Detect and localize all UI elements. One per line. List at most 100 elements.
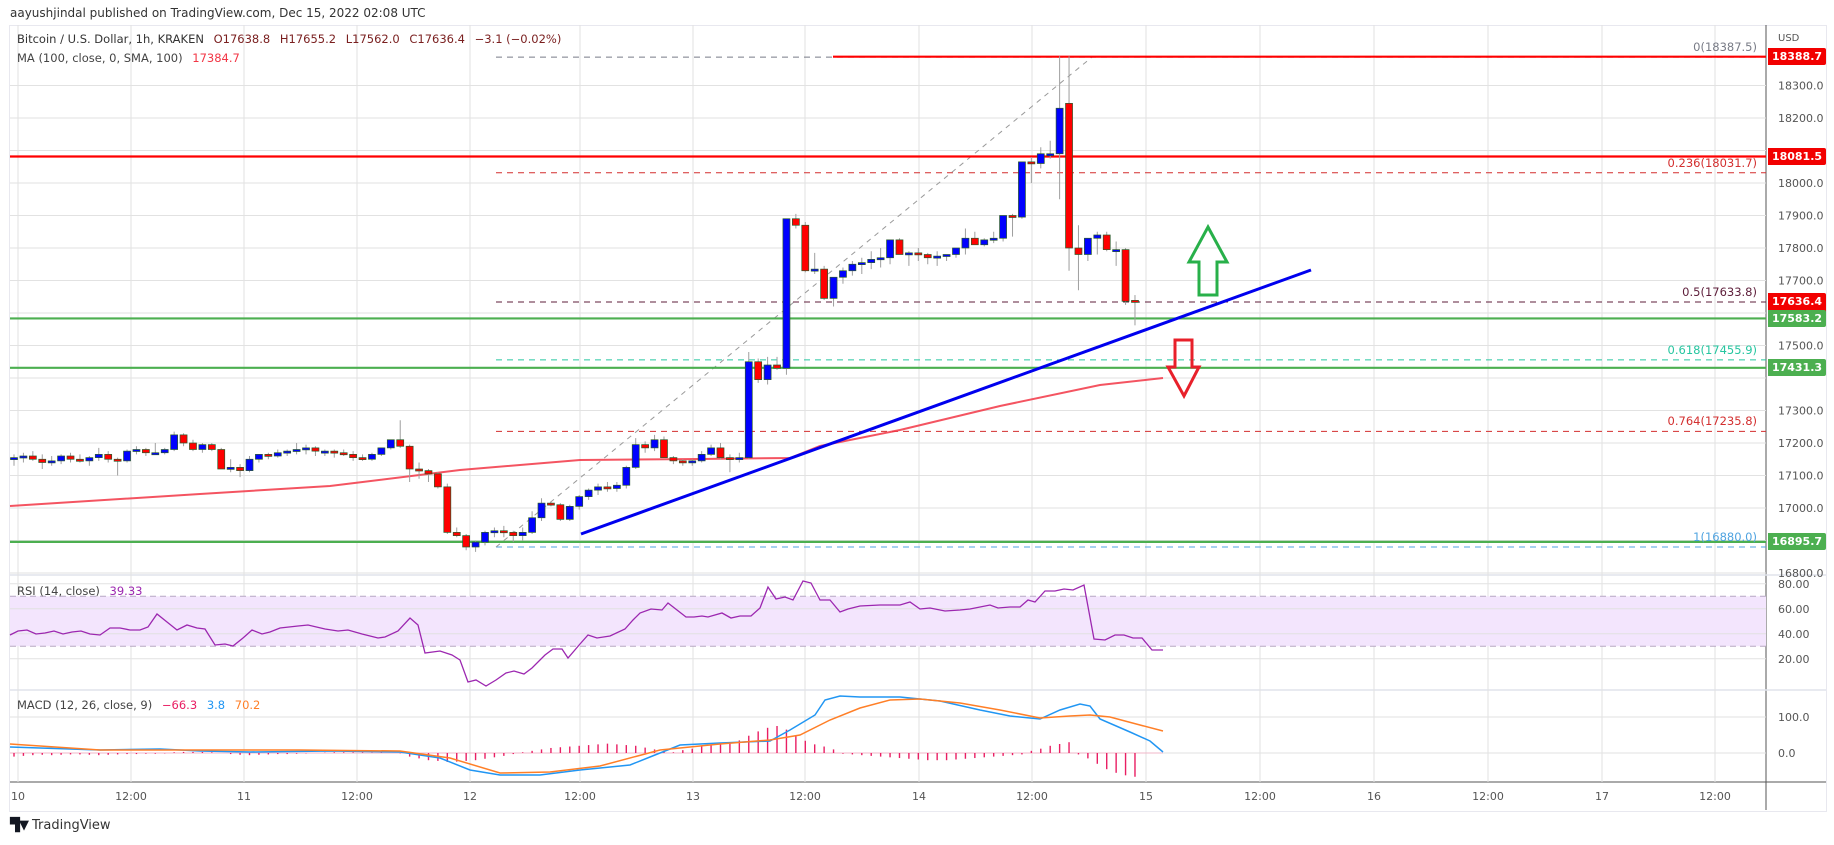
- candle-down: [716, 447, 725, 458]
- price-axis-label: 17200.0: [1778, 437, 1824, 450]
- candle-down: [1008, 215, 1017, 218]
- time-axis-label: 12:00: [341, 790, 373, 803]
- ohlc-high: H17655.2: [279, 32, 337, 46]
- candle-down: [38, 458, 47, 463]
- candle-down: [443, 486, 452, 533]
- macd-line: [9, 695, 1164, 776]
- candle-down: [914, 252, 923, 256]
- candle-up: [528, 517, 536, 533]
- candle-down: [339, 452, 348, 456]
- macd-signal-line: [9, 698, 1164, 774]
- down-arrow-icon: [1165, 338, 1202, 400]
- candle-down: [189, 442, 197, 450]
- candle-up: [999, 215, 1007, 239]
- candle-down: [66, 455, 75, 460]
- candle-down: [641, 444, 649, 449]
- candle-up: [132, 449, 141, 452]
- candle-up: [707, 447, 715, 455]
- candle-up: [763, 364, 772, 380]
- candle-up: [933, 255, 942, 259]
- candle-up: [688, 460, 697, 464]
- candle-up: [170, 434, 178, 450]
- footer[interactable]: ▜▼ TradingView: [10, 818, 111, 833]
- symbol-legend: Bitcoin / U.S. Dollar, 1h, KRAKEN O17638…: [17, 32, 567, 46]
- candle-down: [754, 361, 763, 380]
- candle-up: [613, 484, 621, 489]
- price-axis-label: 17100.0: [1778, 470, 1824, 483]
- candle-down: [1121, 249, 1130, 302]
- candle-down: [104, 454, 113, 460]
- rsi-label[interactable]: RSI (14, close): [17, 584, 100, 598]
- candle-up: [10, 457, 18, 460]
- symbol-name[interactable]: Bitcoin / U.S. Dollar, 1h, KRAKEN: [17, 32, 204, 46]
- time-axis-label: 12:00: [1244, 790, 1276, 803]
- candle-up: [1046, 153, 1055, 157]
- macd-hist-value: −66.3: [161, 698, 198, 712]
- candle-up: [123, 450, 131, 462]
- candle-up: [867, 259, 876, 263]
- macd-label[interactable]: MACD (12, 26, close, 9): [17, 698, 153, 712]
- candle-up: [57, 455, 65, 462]
- candle-up: [650, 439, 659, 449]
- candle-up: [961, 237, 970, 249]
- candle-up: [584, 489, 593, 497]
- rsi-line: [9, 580, 1163, 687]
- candle-up: [94, 454, 103, 458]
- price-axis-label: 16800.0: [1778, 567, 1824, 580]
- rsi-value: 39.33: [109, 584, 143, 598]
- ma-legend: MA (100, close, 0, SMA, 100) 17384.7: [17, 51, 246, 65]
- candle-up: [537, 502, 546, 519]
- candle-up: [518, 532, 527, 536]
- fib-label: 0.764(17235.8): [1667, 414, 1757, 429]
- candle-down: [349, 454, 357, 458]
- candle-up: [876, 257, 885, 261]
- price-axis-label: 17800.0: [1778, 242, 1824, 255]
- candle-up: [1036, 153, 1045, 164]
- macd-legend: MACD (12, 26, close, 9) −66.3 3.8 70.2: [17, 698, 266, 712]
- candle-down: [603, 486, 612, 490]
- candle-down: [264, 454, 273, 457]
- candle-down: [669, 457, 678, 462]
- candle-up: [490, 530, 499, 534]
- time-axis-label: 17: [1595, 790, 1609, 803]
- candle-down: [142, 449, 150, 454]
- price-tag-17431.3: 17431.3: [1768, 359, 1826, 377]
- macd-line-value: 3.8: [206, 698, 226, 712]
- candle-down: [1065, 103, 1073, 249]
- candle-up: [245, 458, 254, 471]
- candle-up: [226, 467, 235, 470]
- candle-down: [792, 218, 800, 226]
- candle-down: [462, 535, 471, 548]
- candle-up: [594, 486, 602, 491]
- candle-down: [556, 504, 565, 520]
- candle-up: [631, 444, 640, 468]
- candle-up: [980, 239, 989, 246]
- fib-label: 0(18387.5): [1693, 40, 1757, 55]
- price-tag-16895.7: 16895.7: [1768, 533, 1826, 551]
- fib-label: 0.5(17633.8): [1682, 285, 1757, 299]
- price-axis-label: 18200.0: [1778, 112, 1824, 125]
- rsi-legend: RSI (14, close) 39.33: [17, 584, 148, 598]
- candle-down: [330, 450, 339, 454]
- candle-up: [85, 457, 94, 462]
- candle-up: [255, 454, 263, 460]
- ma-label[interactable]: MA (100, close, 0, SMA, 100): [17, 51, 183, 65]
- tradingview-brand: TradingView: [32, 818, 111, 833]
- candle-up: [481, 532, 489, 543]
- candle-down: [1102, 234, 1111, 250]
- candle-down: [396, 439, 405, 447]
- candle-up: [782, 218, 791, 369]
- time-axis-label: 11: [237, 790, 251, 803]
- time-axis-label: 15: [1139, 790, 1153, 803]
- macd-axis-label: 100.0: [1778, 711, 1810, 724]
- candle-up: [886, 239, 894, 259]
- time-axis-label: 16: [1367, 790, 1381, 803]
- candle-up: [989, 237, 998, 241]
- candle-up: [952, 247, 960, 255]
- price-axis-label: 17300.0: [1778, 405, 1824, 418]
- candle-down: [499, 530, 508, 534]
- candle-down: [207, 444, 216, 450]
- candle-up: [829, 276, 838, 299]
- candle-up: [810, 268, 819, 272]
